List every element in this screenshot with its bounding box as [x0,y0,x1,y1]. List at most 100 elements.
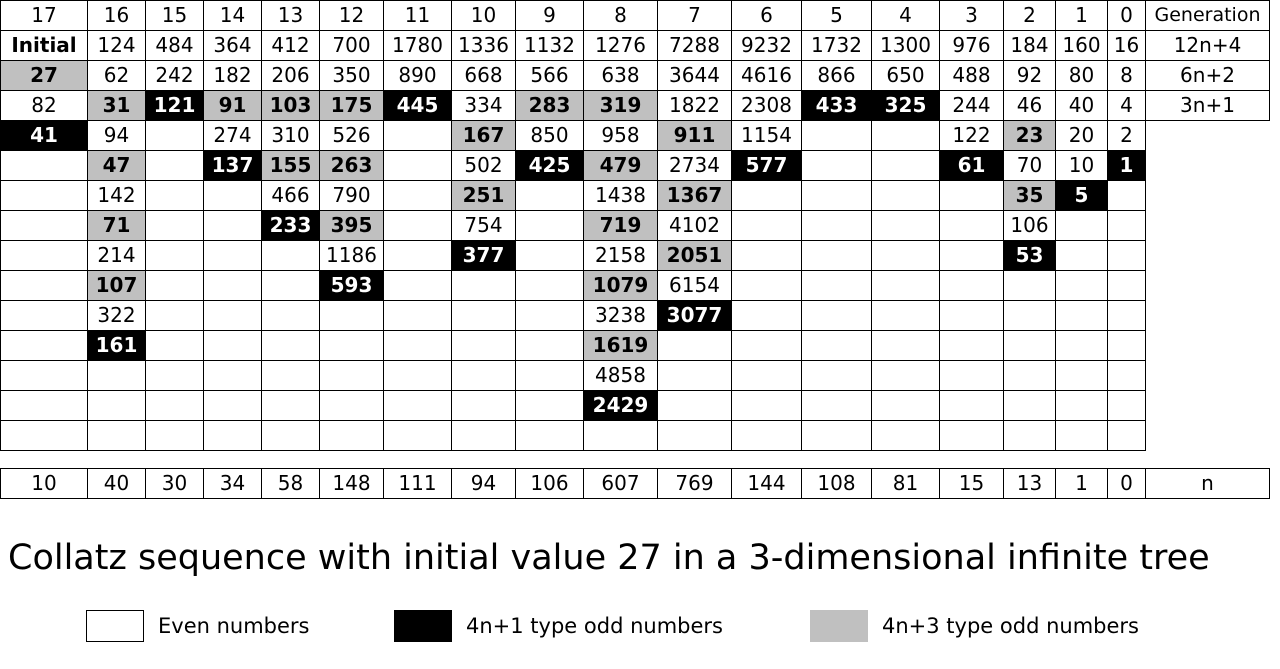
even-cell [319,300,384,331]
even-cell [939,240,1004,271]
row-formula-label [1146,151,1270,181]
even-cell [871,150,940,181]
odd-4n1-cell: 1 [1107,150,1146,181]
even-cell [203,210,262,241]
even-cell [145,330,204,361]
even-cell [319,330,384,361]
even-cell [871,120,940,151]
even-cell [87,360,146,391]
even-cell [261,300,320,331]
even-cell: 184 [1003,30,1056,61]
generation-header-cell: 9 [515,0,584,31]
even-cell: 92 [1003,60,1056,91]
even-cell: 142 [87,180,146,211]
odd-4n3-cell: 911 [657,120,732,151]
even-cell [801,360,872,391]
n-value-cell: 10 [0,467,88,499]
even-cell [0,210,88,241]
table-row [0,420,1270,451]
odd-4n1-cell: 61 [939,150,1004,181]
odd-4n3-cell: 31 [87,90,146,121]
generation-header-cell: 2 [1003,0,1056,31]
even-cell [451,300,516,331]
even-cell [0,300,88,331]
odd-4n1-cell: 53 [1003,240,1056,271]
odd-4n1-cell: 325 [871,90,940,121]
n-value-cell: 607 [583,467,658,499]
collatz-grid: 17 16 15 14 13 12 11 10 9 8 7 6 5 4 3 2 1 0 Generation Init… [0,0,1270,499]
even-cell [261,390,320,421]
legend: Even numbers 4n+1 type odd numbers 4n+3 … [0,608,1280,648]
even-cell [1003,300,1056,331]
even-cell [451,420,516,451]
even-cell: 668 [451,60,516,91]
even-cell [1055,420,1108,451]
even-cell [1107,180,1146,211]
even-cell: 46 [1003,90,1056,121]
odd-4n3-cell: 103 [261,90,320,121]
even-cell [451,390,516,421]
n-value-cell: 108 [801,467,872,499]
even-cell [0,150,88,181]
even-cell: 8 [1107,60,1146,91]
even-cell: 80 [1055,60,1108,91]
row-formula-label [1146,211,1270,241]
even-cell [939,390,1004,421]
table-row: 4858 [0,360,1270,391]
table-spacer [1,450,1270,468]
table-row: 322 3238 3077 [0,300,1270,331]
even-cell: 3644 [657,60,732,91]
odd-4n1-cell: 445 [383,90,452,121]
odd-4n1-cell: 2429 [583,390,658,421]
generation-header-cell: 8 [583,0,658,31]
n-value-cell: 94 [451,467,516,499]
even-cell [939,180,1004,211]
even-cell: 484 [145,30,204,61]
even-cell [261,240,320,271]
n-value-cell: 111 [383,467,452,499]
table-row: 161 1619 [0,330,1270,361]
even-cell: 502 [451,150,516,181]
even-cell: 214 [87,240,146,271]
even-cell [383,360,452,391]
odd-4n3-cell: 263 [319,150,384,181]
even-cell: 4102 [657,210,732,241]
table-row: 47 137 155 263 502 425 479 2734 577 61 70 10 1 [0,150,1270,181]
even-cell [261,360,320,391]
even-cell [145,390,204,421]
row-formula-label [1146,181,1270,211]
odd-4n3-cell: 395 [319,210,384,241]
odd-4n1-cell: 3077 [657,300,732,331]
legend-label-4n3: 4n+3 type odd numbers [882,614,1139,638]
even-cell: 7288 [657,30,732,61]
even-cell [731,330,802,361]
even-cell [383,210,452,241]
even-cell [451,270,516,301]
odd-4n1-cell: 41 [0,120,88,151]
even-cell [871,270,940,301]
even-cell: 4858 [583,360,658,391]
even-cell: 958 [583,120,658,151]
even-cell [871,390,940,421]
even-cell [515,330,584,361]
even-cell: 350 [319,60,384,91]
even-cell [515,420,584,451]
odd-4n1-cell: 161 [87,330,146,361]
even-cell [801,390,872,421]
n-value-cell: 0 [1107,467,1146,499]
even-cell [801,240,872,271]
even-cell: 94 [87,120,146,151]
even-cell [0,360,88,391]
even-cell [203,240,262,271]
even-cell [203,330,262,361]
generation-header-cell: 17 [0,0,88,31]
even-cell [383,330,452,361]
generation-header-cell: 15 [145,0,204,31]
table-row: 41 94 274 310 526 167 850 958 911 1154 122 23 20 2 [0,120,1270,151]
even-cell [203,270,262,301]
even-cell [145,300,204,331]
even-cell [515,390,584,421]
even-cell: 2 [1107,120,1146,151]
even-cell [383,300,452,331]
generation-header-cell: 16 [87,0,146,31]
